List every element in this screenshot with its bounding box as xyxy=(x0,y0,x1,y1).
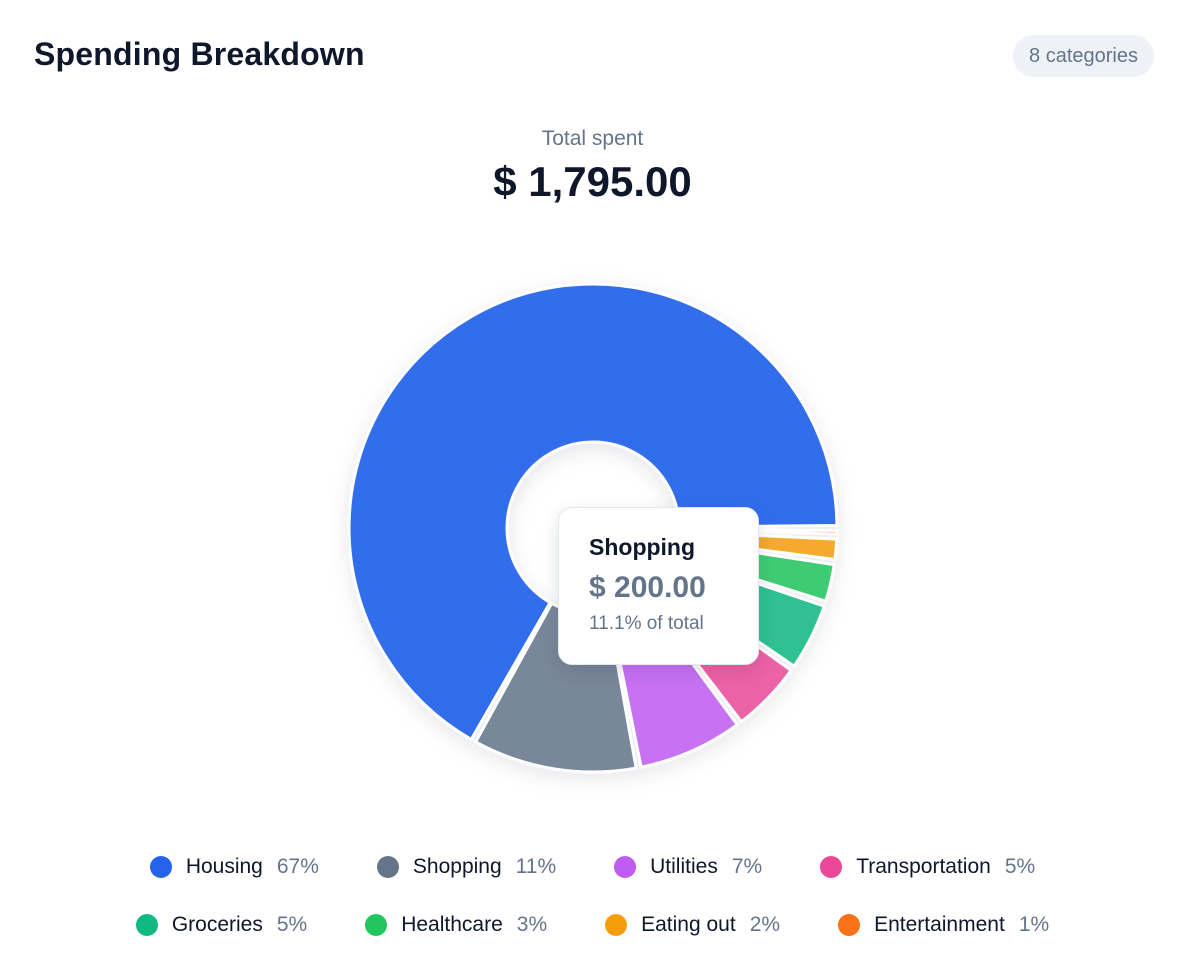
legend-item-transportation[interactable]: Transportation 5% xyxy=(820,853,1035,881)
legend-item-housing[interactable]: Housing 67% xyxy=(149,853,319,881)
legend-item-healthcare[interactable]: Healthcare 3% xyxy=(365,911,547,939)
legend-row: Groceries 5% Healthcare 3% Eating out 2%… xyxy=(0,911,1185,939)
legend-dot xyxy=(605,914,628,936)
legend-dot xyxy=(614,856,637,878)
tooltip-amount: $ 200.00 xyxy=(589,571,706,604)
legend-item-groceries[interactable]: Groceries 5% xyxy=(135,911,308,939)
total-spent-label: Total spent xyxy=(541,127,644,150)
donut-slice-housing[interactable] xyxy=(347,282,839,742)
legend-label: Eating out xyxy=(641,913,736,936)
legend-dot xyxy=(135,914,158,936)
legend-dot xyxy=(376,856,399,878)
card-header: Spending Breakdown 8 categories xyxy=(34,30,1154,84)
total-spent-value: $ 1,795.00 xyxy=(493,158,692,205)
legend-label: Transportation xyxy=(856,855,991,878)
legend-label: Healthcare xyxy=(401,913,503,936)
legend-percent: 3% xyxy=(516,913,548,936)
legend-percent: 11% xyxy=(515,855,557,878)
legend-percent: 1% xyxy=(1018,913,1050,936)
legend-dot xyxy=(149,856,172,878)
legend-label: Housing xyxy=(185,855,263,878)
legend-item-utilities[interactable]: Utilities 7% xyxy=(614,853,762,881)
tooltip-share: 11.1% of total xyxy=(589,613,704,634)
legend-item-shopping[interactable]: Shopping 11% xyxy=(376,853,557,881)
legend-label: Groceries xyxy=(171,913,263,936)
legend-percent: 2% xyxy=(749,913,781,936)
legend-percent: 5% xyxy=(276,913,308,936)
tooltip-category: Shopping xyxy=(589,534,696,560)
legend-item-eating-out[interactable]: Eating out 2% xyxy=(605,911,780,939)
category-count-badge: 8 categories xyxy=(1013,35,1154,77)
legend-percent: 5% xyxy=(1004,855,1036,878)
legend-item-entertainment[interactable]: Entertainment 1% xyxy=(838,911,1049,939)
legend-label: Entertainment xyxy=(874,913,1005,936)
card-title: Spending Breakdown xyxy=(34,36,365,72)
legend-label: Shopping xyxy=(412,855,502,878)
legend-dot xyxy=(365,914,388,936)
legend-dot xyxy=(820,856,843,878)
legend-row: Housing 67% Shopping 11% Utilities 7% Tr… xyxy=(0,853,1185,881)
chart-tooltip: Shopping $ 200.00 11.1% of total xyxy=(558,507,759,665)
legend-percent: 7% xyxy=(731,855,763,878)
legend-percent: 67% xyxy=(276,855,319,878)
legend-dot xyxy=(838,914,861,936)
legend-label: Utilities xyxy=(650,855,718,878)
